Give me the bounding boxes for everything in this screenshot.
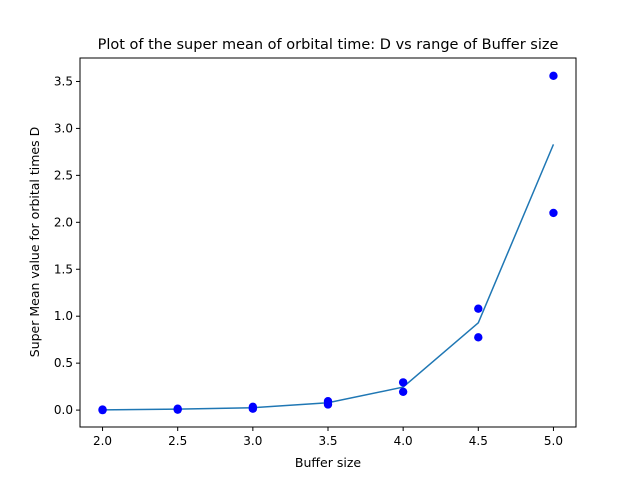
- data-point: [398, 387, 408, 396]
- x-tick-label: 3.0: [243, 434, 262, 448]
- x-tick-label: 2.5: [168, 434, 187, 448]
- x-tick-label: 2.0: [93, 434, 112, 448]
- data-point: [173, 404, 182, 413]
- y-tick-label: 3.5: [54, 74, 73, 88]
- axes-frame: [79, 57, 577, 428]
- data-point: [323, 396, 333, 406]
- x-tick-label: 4.0: [394, 434, 413, 448]
- y-tick-label: 1.0: [54, 309, 73, 323]
- plot-area: [98, 71, 558, 415]
- data-point: [474, 333, 483, 342]
- fit-line: [102, 144, 555, 411]
- data-point: [549, 208, 558, 218]
- x-axis-label: Buffer size: [295, 455, 361, 470]
- data-point: [398, 378, 408, 387]
- x-tick-label: 3.5: [318, 434, 337, 448]
- x-tick-label: 5.0: [544, 434, 563, 448]
- data-point: [248, 402, 258, 412]
- y-tick-label: 0.5: [54, 356, 73, 370]
- chart-title: Plot of the super mean of orbital time: …: [98, 37, 559, 53]
- y-tick-label: 3.0: [54, 121, 73, 135]
- data-point: [474, 304, 483, 313]
- data-point: [549, 71, 558, 81]
- y-tick-label: 2.0: [54, 215, 73, 229]
- y-tick-label: 2.5: [54, 168, 73, 182]
- y-tick-label: 0.0: [54, 403, 73, 417]
- data-point: [98, 405, 107, 414]
- y-tick-label: 1.5: [54, 262, 73, 276]
- ticks: 2.0 2.5 3.0 3.5 4.0 4.5 5.0 0.0 0.5 1.0 1.5 2.0 2.5 3…: [54, 74, 563, 448]
- y-axis-label: Super Mean value for orbital times D: [27, 127, 42, 357]
- x-tick-label: 4.5: [469, 434, 488, 448]
